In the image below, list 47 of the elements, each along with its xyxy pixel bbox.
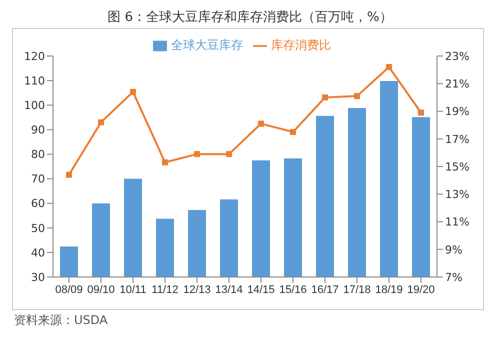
- y-tick-label: 110: [24, 74, 45, 88]
- text: 资料来源：USDA: [14, 312, 109, 329]
- point: [354, 93, 360, 100]
- point: [322, 94, 328, 100]
- x-tick-label: 09/10: [87, 284, 115, 296]
- y-tick-label: 70: [31, 172, 45, 186]
- legend-label: 库存消费比: [271, 38, 331, 52]
- y-tick-label: 60: [31, 197, 45, 210]
- y-tick-label: 40: [31, 246, 45, 260]
- x-tick-label: 15/16: [279, 284, 307, 296]
- chart-title: 图 6：全球大豆库存和库存消费比（百万吨，%）: [106, 9, 394, 27]
- x-tick-label: 14/15: [247, 284, 275, 296]
- point: [418, 110, 424, 116]
- y2-tick-label: 7%: [445, 270, 462, 284]
- y2-tick-label: 23%: [445, 50, 470, 63]
- legend-label: 全球大豆库存: [171, 38, 243, 52]
- point: [66, 172, 72, 178]
- point: [130, 88, 136, 95]
- point: [194, 151, 200, 158]
- x-tick-label: 08/09: [55, 284, 83, 296]
- y-tick-label: 30: [31, 270, 45, 284]
- point: [290, 128, 296, 135]
- x-tick-label: 11/12: [152, 284, 178, 296]
- x-tick-label: 19/20: [407, 284, 435, 296]
- y2-tick-label: 17%: [445, 132, 470, 146]
- y2-tick-label: 21%: [445, 78, 470, 91]
- x-tick-label: 16/17: [311, 284, 339, 296]
- x-tick-label: 13/14: [215, 284, 243, 296]
- y-tick-label: 90: [31, 124, 45, 137]
- x-tick-label: 10/11: [120, 284, 146, 296]
- y-tick-label: 80: [31, 148, 45, 162]
- x-tick-label: 12/13: [183, 284, 211, 296]
- point: [258, 120, 264, 127]
- y2-tick-label: 15%: [445, 160, 470, 174]
- y-tick-label: 120: [24, 50, 45, 63]
- y-tick-label: 50: [31, 222, 45, 235]
- y2-tick-label: 9%: [445, 243, 462, 256]
- y2-tick-label: 19%: [445, 105, 470, 118]
- x-tick-label: 17/18: [343, 284, 371, 296]
- x-tick-label: 18/19: [375, 284, 403, 296]
- y-tick-label: 100: [24, 99, 45, 112]
- point: [98, 119, 104, 126]
- point: [162, 159, 168, 166]
- y2-tick-label: 13%: [445, 188, 470, 202]
- point: [226, 151, 232, 158]
- point: [386, 64, 392, 70]
- y2-tick-label: 11%: [445, 216, 470, 229]
